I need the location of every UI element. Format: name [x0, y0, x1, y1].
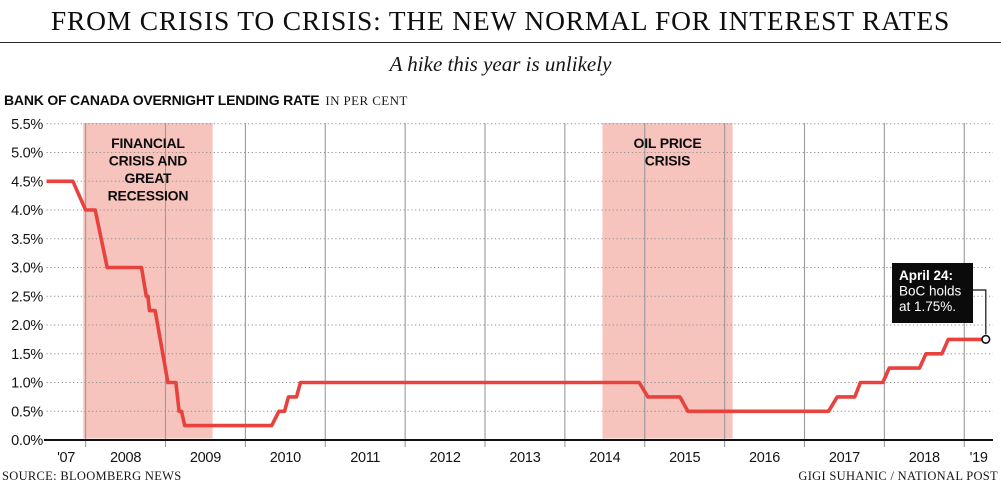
rate-line: [46, 179, 986, 428]
chart-units: IN PER CENT: [325, 93, 408, 108]
y-tick-label: 2.5%: [11, 289, 43, 305]
y-tick-label: 4.0%: [11, 203, 43, 219]
end-point-marker: [981, 334, 991, 344]
y-tick-label: 3.5%: [11, 232, 43, 248]
x-tick-label: 2008: [110, 450, 141, 466]
x-tick-label: '19: [970, 450, 988, 466]
x-tick-label: '07: [57, 450, 75, 466]
subtitle: A hike this year is unlikely: [389, 52, 612, 76]
y-tick-label: 5.0%: [11, 146, 43, 162]
crisis-band-label: CRISIS AND: [109, 153, 187, 169]
x-tick-label: 2014: [589, 450, 620, 466]
x-tick-label: 2015: [669, 450, 700, 466]
y-tick-label: 3.0%: [11, 261, 43, 277]
x-tick-label: 2011: [350, 450, 380, 466]
y-tick-label: 1.0%: [11, 376, 43, 392]
annotation-line: at 1.75%.: [899, 299, 956, 314]
title-divider: [0, 42, 1001, 43]
y-tick-label: 2.0%: [11, 318, 43, 334]
page-title: FROM CRISIS TO CRISIS: THE NEW NORMAL FO…: [50, 5, 951, 36]
x-tick-label: 2016: [749, 450, 780, 466]
y-tick-label: 4.5%: [11, 174, 43, 190]
chart-title: BANK OF CANADA OVERNIGHT LENDING RATE: [4, 92, 320, 108]
x-tick-label: 2012: [430, 450, 461, 466]
y-tick-label: 0.0%: [11, 433, 43, 449]
x-tick-label: 2009: [190, 450, 221, 466]
crisis-band-0: [83, 123, 213, 439]
y-tick-label: 0.5%: [11, 404, 43, 420]
annotation-line: BoC holds: [899, 284, 962, 299]
crisis-band-label: CRISIS: [645, 153, 690, 169]
crisis-band-label: GREAT: [124, 170, 172, 186]
crisis-band-label: OIL PRICE: [634, 135, 702, 151]
annotation-box: [892, 263, 973, 323]
x-tick-label: 2010: [270, 450, 301, 466]
x-tick-label: 2017: [829, 450, 860, 466]
crisis-band-label: RECESSION: [108, 188, 189, 204]
x-tick-label: 2018: [909, 450, 940, 466]
chart-kicker: BANK OF CANADA OVERNIGHT LENDING RATE IN …: [4, 92, 408, 110]
author-credit: GIGI SUHANIC / NATIONAL POST: [798, 469, 998, 483]
x-tick-label: 2013: [509, 450, 540, 466]
source-credit: SOURCE: BLOOMBERG NEWS: [2, 469, 182, 483]
crisis-band-label: FINANCIAL: [111, 135, 185, 151]
callout-connector: [973, 289, 987, 335]
crisis-band-1: [602, 123, 733, 439]
annotation-title: April 24:: [899, 268, 953, 283]
y-tick-label: 5.5%: [11, 117, 43, 133]
y-tick-label: 1.5%: [11, 347, 43, 363]
